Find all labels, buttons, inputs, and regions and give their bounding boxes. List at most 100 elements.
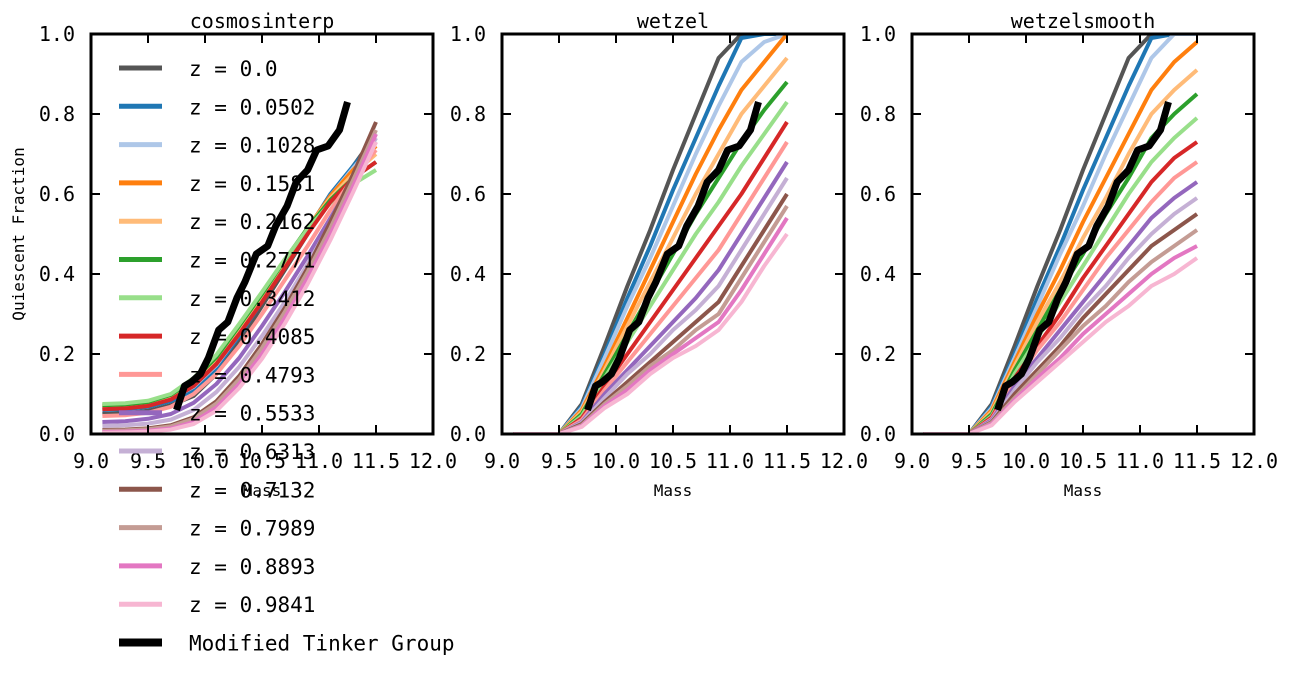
series-line xyxy=(513,192,789,434)
y-tick-label: 0.4 xyxy=(860,262,896,286)
plot-area xyxy=(513,34,789,434)
x-tick-label: 11.0 xyxy=(295,449,343,473)
legend-item: z = 0.0 xyxy=(119,57,278,81)
series-line xyxy=(513,176,789,434)
legend-item: z = 0.6313 xyxy=(119,440,315,464)
x-tick-label: 11.0 xyxy=(706,449,754,473)
series-line xyxy=(513,56,789,434)
x-axis-label: Mass xyxy=(1064,481,1103,500)
series-line xyxy=(923,228,1199,434)
y-tick-label: 0.0 xyxy=(450,422,486,446)
legend-item: z = 0.4085 xyxy=(119,325,315,349)
y-tick-label: 0.2 xyxy=(39,342,75,366)
y-tick-label: 0.4 xyxy=(39,262,75,286)
legend-label: z = 0.5533 xyxy=(189,402,315,426)
series-line xyxy=(513,34,787,434)
panels: 9.0 9.5 10.0 10.5 11.0 11.5 12.0 0.0 0.2 0.4 0.6 0.… xyxy=(9,9,1278,500)
x-tick-label: 11.5 xyxy=(1173,449,1221,473)
legend-label: z = 0.8893 xyxy=(189,555,315,579)
x-tick-label: 9.0 xyxy=(73,449,109,473)
series-line xyxy=(513,34,787,434)
series-line xyxy=(513,100,789,434)
x-axis-label: Mass xyxy=(243,481,282,500)
legend-item: Modified Tinker Group xyxy=(119,632,455,656)
legend-label: z = 0.4793 xyxy=(189,363,315,387)
y-tick-label: 0.8 xyxy=(860,102,896,126)
series-line xyxy=(923,92,1199,434)
y-tick-label: 1.0 xyxy=(450,22,486,46)
x-tick-label: 10.0 xyxy=(181,449,229,473)
x-tick-label: 10.0 xyxy=(592,449,640,473)
series-line xyxy=(513,120,789,434)
y-tick-label: 1.0 xyxy=(860,22,896,46)
series-line xyxy=(923,196,1199,434)
y-tick-label: 0.4 xyxy=(450,262,486,286)
y-tick-label: 0.2 xyxy=(860,342,896,366)
x-axis-label: Mass xyxy=(654,481,693,500)
legend-item: z = 0.3412 xyxy=(119,287,315,311)
panel-wetzelsmooth: 9.0 9.5 10.0 10.5 11.0 11.5 12.0 0.0 0.2 0.4 0.6 0.… xyxy=(860,9,1278,500)
series-line xyxy=(513,34,788,434)
y-tick-label: 0.0 xyxy=(39,422,75,446)
legend-label: z = 0.7132 xyxy=(189,478,315,502)
panel-cosmosinterp: 9.0 9.5 10.0 10.5 11.0 11.5 12.00.00.20.40.60.… xyxy=(9,9,457,500)
x-tick-label: 12.0 xyxy=(1230,449,1278,473)
series-line xyxy=(102,160,378,412)
series-line xyxy=(923,160,1199,434)
x-tick-label: 11.5 xyxy=(763,449,811,473)
legend-label: z = 0.2771 xyxy=(189,249,315,273)
legend-item: z = 0.1581 xyxy=(119,172,315,196)
legend-label: Modified Tinker Group xyxy=(189,632,455,656)
series-line xyxy=(513,140,789,434)
series-line xyxy=(923,140,1199,434)
series-line xyxy=(923,180,1199,434)
panel-title: wetzelsmooth xyxy=(1011,9,1156,33)
legend-label: z = 0.1581 xyxy=(189,172,315,196)
legend: z = 0.0 z = 0.0502 z = 0.1028 z = 0.1581 z =… xyxy=(119,57,455,656)
x-tick-label: 12.0 xyxy=(820,449,868,473)
legend-label: z = 0.3412 xyxy=(189,287,315,311)
legend-item: z = 0.1028 xyxy=(119,134,315,158)
x-tick-label: 10.5 xyxy=(649,449,697,473)
legend-item: z = 0.2162 xyxy=(119,210,315,234)
y-axis-label: Quiescent Fraction xyxy=(9,147,28,320)
y-tick-label: 0.0 xyxy=(860,422,896,446)
x-tick-label: 10.5 xyxy=(1059,449,1107,473)
legend-item: z = 0.7132 xyxy=(119,478,315,502)
y-tick-label: 0.6 xyxy=(860,182,896,206)
legend-item: z = 0.9841 xyxy=(119,593,315,617)
group-line xyxy=(584,101,762,412)
group-line xyxy=(994,101,1172,412)
series-line xyxy=(923,244,1198,434)
series-line xyxy=(923,68,1199,434)
x-tick-label: 11.0 xyxy=(1116,449,1164,473)
panel-title: wetzel xyxy=(637,9,709,33)
x-tick-label: 9.0 xyxy=(894,449,930,473)
series-line xyxy=(513,160,789,434)
legend-label: z = 0.1028 xyxy=(189,134,315,158)
series-line xyxy=(923,34,1197,434)
legend-item: z = 0.4793 xyxy=(119,363,315,387)
y-tick-label: 1.0 xyxy=(39,22,75,46)
series-line xyxy=(513,232,789,434)
legend-item: z = 0.2771 xyxy=(119,249,315,273)
y-tick-label: 0.6 xyxy=(39,182,75,206)
series-line xyxy=(923,40,1199,434)
legend-label: z = 0.4085 xyxy=(189,325,315,349)
series-line xyxy=(513,34,789,434)
x-tick-label: 9.5 xyxy=(541,449,577,473)
series-line xyxy=(513,216,789,434)
x-tick-label: 11.5 xyxy=(352,449,400,473)
x-tick-label: 9.5 xyxy=(951,449,987,473)
legend-label: z = 0.6313 xyxy=(189,440,315,464)
panel-title: cosmosinterp xyxy=(190,9,335,33)
y-tick-label: 0.8 xyxy=(39,102,75,126)
legend-label: z = 0.2162 xyxy=(189,210,315,234)
plot-area xyxy=(923,34,1199,434)
series-line xyxy=(923,34,1197,434)
series-line xyxy=(923,256,1199,434)
x-tick-label: 12.0 xyxy=(409,449,457,473)
series-line xyxy=(513,204,789,434)
series-line xyxy=(923,116,1199,434)
